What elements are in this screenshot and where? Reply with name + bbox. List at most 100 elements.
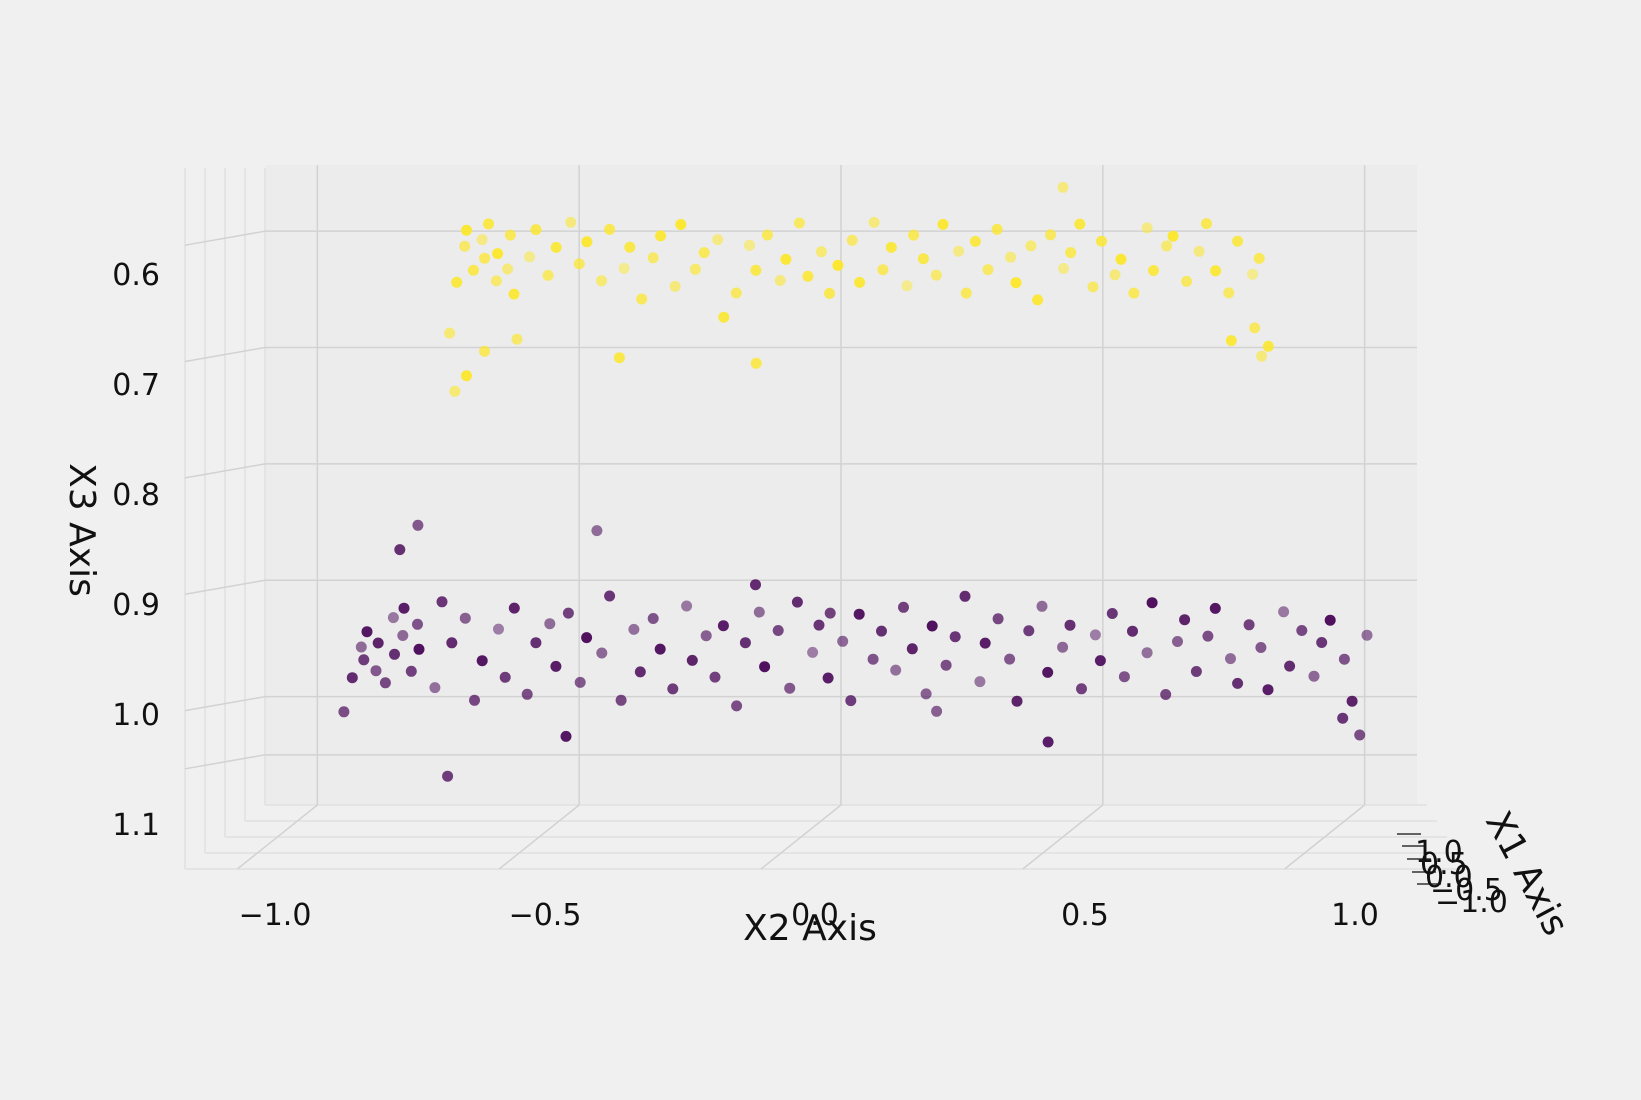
x3-tick-label: 1.0 [112,698,160,733]
upper-cluster-point [815,246,827,258]
lower-cluster-point [1179,614,1191,626]
lower-cluster-point [1172,636,1183,647]
lower-cluster-point [681,600,693,612]
upper-cluster-point [750,357,762,369]
lower-cluster-point [412,519,424,531]
lower-cluster-point [949,631,961,643]
lower-cluster-point [429,682,441,694]
lower-cluster-point [1036,600,1048,612]
lower-cluster-point [370,665,382,677]
upper-cluster-point [982,264,994,276]
upper-cluster-point [917,253,929,265]
upper-cluster-point [824,287,835,299]
x3-side-grid-line [184,346,266,363]
upper-cluster-point [647,252,659,264]
lower-cluster-point [544,618,556,630]
x2-floor-grid-line [1284,804,1366,870]
lower-cluster-point [361,626,373,638]
upper-cluster-point [675,219,687,230]
upper-cluster-point [490,275,502,287]
upper-cluster-point [511,333,523,345]
lower-cluster-point [1308,670,1320,682]
upper-cluster-point [868,216,880,228]
lower-cluster-point [1284,660,1296,672]
lower-cluster-point [346,672,358,684]
lower-cluster-point [355,641,367,653]
upper-cluster-point [461,224,472,236]
x3-tick-label: 0.7 [112,368,160,403]
lower-cluster-point [591,525,603,537]
lower-cluster-point [1094,655,1106,667]
lower-cluster-point [389,648,400,660]
lower-cluster-point [709,671,721,683]
lower-cluster-point [372,637,384,649]
upper-cluster-point [476,234,488,246]
x3-tick-label: 1.1 [112,808,160,843]
x3-side-grid-line [184,695,266,712]
upper-cluster-point [1109,269,1121,281]
upper-cluster-point [1087,281,1099,293]
upper-cluster-point [1161,240,1173,252]
x2-tick-label: −1.0 [239,898,312,933]
upper-cluster-point [618,262,630,274]
lower-cluster-point [837,635,849,647]
x2-tick-labels: −1.0 −0.5 0.0 0.5 1.0 [239,898,1379,933]
upper-cluster-point [479,345,491,357]
lower-cluster-point [1338,653,1350,665]
upper-cluster-point [937,218,949,230]
x1-tick-labels: −1.0−0.50.00.51.0 [1397,833,1508,920]
lower-cluster-point [1262,684,1274,696]
upper-cluster-point [1223,287,1235,299]
lower-cluster-point [759,661,771,673]
lower-cluster-point [1209,602,1221,614]
upper-cluster-point [669,280,681,292]
upper-cluster-point [930,269,942,281]
upper-cluster-point [953,245,965,257]
lower-cluster-point [700,630,712,642]
x1-tick-label: 1.0 [1415,835,1463,870]
upper-cluster-point [624,241,636,253]
lower-cluster-point [890,664,902,676]
x2-tick-label: −0.5 [509,898,582,933]
lower-cluster-point [686,654,698,666]
upper-cluster-point [1005,251,1017,263]
upper-cluster-point [854,276,866,288]
upper-cluster-point [1253,252,1265,264]
lower-cluster-point [739,637,751,649]
upper-cluster-point [832,259,844,271]
upper-cluster-point [1232,235,1244,247]
upper-cluster-point [1032,294,1044,306]
grid-lines [184,165,1417,870]
upper-cluster-point [502,263,514,275]
upper-cluster-point [780,253,792,265]
lower-cluster-point [1004,653,1016,665]
upper-cluster-point [604,223,616,235]
lower-cluster-point [596,647,608,659]
upper-cluster-point [744,239,755,251]
upper-cluster-point [573,258,585,270]
lower-cluster-point [1324,614,1336,626]
upper-cluster-point [1096,235,1107,247]
upper-cluster-point [1249,322,1261,334]
lower-cluster-point [1346,695,1358,707]
upper-cluster-point [504,229,516,241]
upper-cluster-point [793,217,805,229]
x3-side-grid-line [184,230,266,246]
upper-cluster-point [991,223,1003,235]
x2-floor-grid-line [760,804,842,870]
lower-cluster-point [397,630,409,641]
lower-cluster-point [574,676,586,688]
lower-cluster-point [581,632,593,644]
upper-cluster-point [524,251,535,263]
x2-floor-grid-line [1022,804,1104,870]
lower-cluster-point [476,655,488,667]
x1-tick-label: −0.5 [1430,873,1503,908]
lower-cluster-point [931,705,943,717]
lower-cluster-point [920,688,932,700]
lower-cluster-point [436,596,448,608]
lower-cluster-point [1232,677,1244,689]
lower-cluster-point [398,602,410,614]
x3-side-grid-line [184,579,266,596]
lower-cluster-point [442,770,454,782]
upper-cluster-point [451,276,463,288]
